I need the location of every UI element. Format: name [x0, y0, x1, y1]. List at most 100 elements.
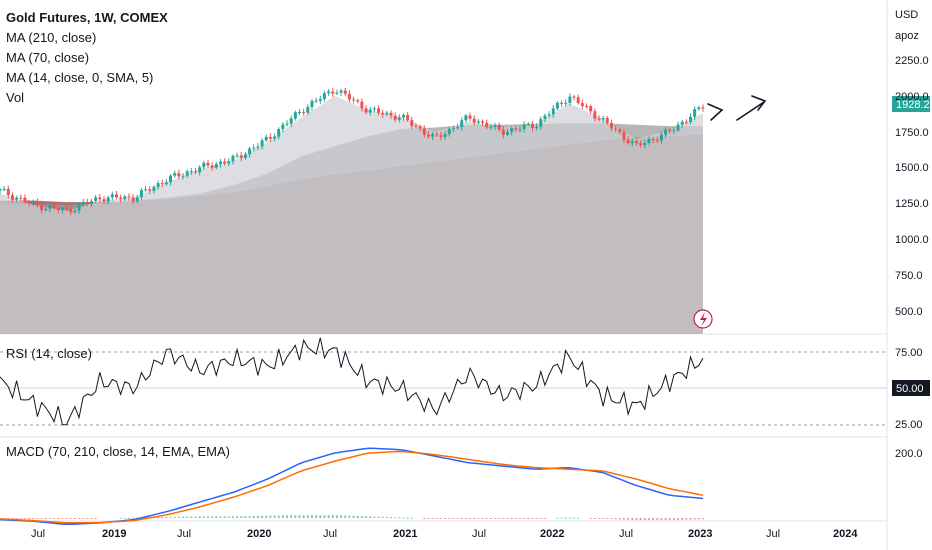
candle-body: [235, 155, 239, 157]
candle-body: [52, 205, 56, 208]
macd-histogram-bar: [73, 518, 76, 519]
macd-histogram-bar: [656, 518, 659, 521]
macd-histogram-bar: [40, 518, 43, 519]
flash-event-icon[interactable]: [693, 309, 713, 329]
time-tick: 2020: [247, 528, 271, 540]
price-tick: 1250.0: [895, 198, 929, 210]
candle-body: [10, 195, 14, 200]
macd-histogram-bar: [23, 518, 26, 519]
candle-body: [98, 197, 102, 200]
macd-histogram-bar: [119, 517, 122, 519]
macd-histogram-bar: [702, 518, 704, 520]
candle-body: [605, 118, 609, 123]
candle-body: [422, 128, 426, 135]
macd-histogram-bar: [269, 515, 272, 518]
candle-body: [497, 124, 501, 130]
macd-histogram-bar: [211, 516, 214, 518]
candle-body: [69, 208, 73, 213]
macd-histogram-bar: [535, 518, 538, 519]
price-panel[interactable]: [0, 87, 705, 334]
candle-body: [223, 161, 227, 164]
macd-histogram-bar: [206, 516, 209, 518]
candle-body: [693, 109, 697, 117]
legend-ma70[interactable]: MA (70, close): [6, 50, 90, 65]
macd-histogram-bar: [290, 515, 293, 518]
candle-body: [439, 135, 443, 138]
candle-body: [40, 204, 44, 211]
candle-body: [626, 139, 630, 144]
arrow-up-right-icon: [736, 95, 767, 121]
candle-body: [609, 122, 613, 129]
macd-histogram-bar: [560, 517, 563, 519]
candle-body: [472, 118, 476, 123]
macd-histogram-bar: [194, 516, 197, 518]
candle-body: [102, 199, 106, 202]
candle-body: [252, 147, 256, 149]
macd-histogram-bar: [327, 515, 330, 518]
price-tick: 2000.0: [895, 91, 929, 103]
candle-body: [31, 201, 35, 204]
candle-body: [614, 128, 618, 130]
candle-body: [139, 190, 143, 198]
macd-histogram-bar: [489, 518, 492, 519]
candle-body: [119, 197, 123, 200]
macd-histogram-bar: [668, 518, 671, 521]
candle-body: [668, 129, 672, 132]
candle-body: [443, 134, 447, 138]
macd-histogram-bar: [481, 518, 484, 519]
rsi-legend[interactable]: RSI (14, close): [6, 346, 92, 361]
legend-ma14[interactable]: MA (14, close, 0, SMA, 5): [6, 70, 154, 85]
candle-body: [110, 194, 114, 198]
time-tick: 2024: [833, 528, 858, 540]
candle-body: [530, 123, 534, 128]
candle-body: [35, 201, 39, 205]
macd-histogram-bar: [240, 516, 243, 518]
macd-histogram-bar: [173, 516, 176, 518]
candle-body: [410, 120, 414, 126]
candle-body: [426, 134, 430, 137]
candle-body: [460, 120, 464, 128]
time-tick: Jul: [619, 528, 633, 540]
macd-histogram-bar: [369, 516, 372, 518]
macd-histogram-bar: [681, 518, 684, 520]
legend-volume[interactable]: Vol: [6, 90, 25, 105]
candle-body: [389, 112, 393, 116]
macd-histogram-bar: [186, 516, 189, 518]
macd-histogram-bar: [36, 518, 39, 519]
macd-histogram-bar: [643, 518, 646, 521]
candle-body: [268, 136, 272, 139]
macd-histogram-bar: [510, 518, 513, 519]
candle-body: [160, 183, 164, 185]
rsi-panel[interactable]: [0, 337, 887, 426]
candle-body: [44, 208, 48, 211]
candle-body: [397, 117, 401, 120]
macd-histogram-bar: [90, 518, 93, 519]
candle-body: [622, 132, 626, 140]
macd-histogram-bar: [360, 516, 363, 518]
candle-body: [597, 118, 601, 120]
macd-histogram-bar: [618, 518, 621, 520]
macd-histogram-bar: [660, 518, 663, 521]
macd-histogram-bar: [498, 518, 501, 519]
macd-histogram-bar: [697, 518, 700, 520]
price-tick: 1000.0: [895, 234, 929, 246]
candle-body: [647, 138, 651, 144]
candle-body: [418, 126, 422, 129]
macd-panel[interactable]: [0, 447, 704, 526]
candle-body: [227, 161, 231, 164]
time-tick: Jul: [31, 528, 45, 540]
macd-histogram-bar: [340, 515, 343, 518]
candle-body: [2, 188, 6, 190]
macd-histogram-bar: [294, 515, 297, 518]
macd-histogram-bar: [527, 518, 530, 519]
price-tick: 750.0: [895, 270, 923, 282]
candle-body: [206, 162, 210, 166]
macd-legend[interactable]: MACD (70, 210, close, 14, EMA, EMA): [6, 444, 230, 459]
macd-histogram-bar: [82, 518, 85, 519]
candle-body: [152, 186, 156, 191]
candle-body: [144, 189, 148, 191]
legend-ma210[interactable]: MA (210, close): [6, 30, 97, 45]
macd-histogram-bar: [261, 515, 264, 518]
candle-body: [514, 128, 518, 130]
